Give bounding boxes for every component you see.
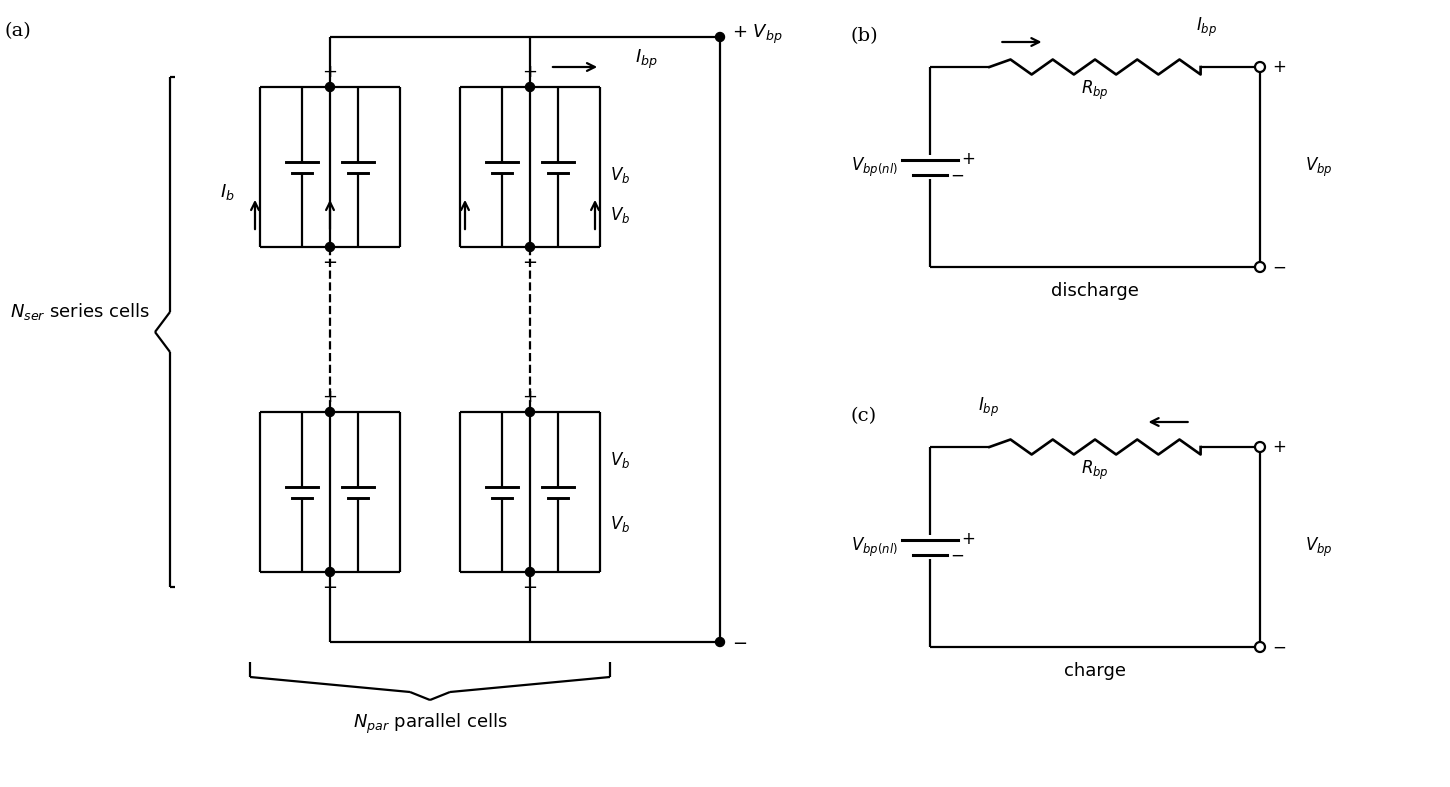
Text: (b): (b) xyxy=(850,27,877,45)
Text: $-$: $-$ xyxy=(732,633,747,651)
Text: $-$: $-$ xyxy=(522,577,538,595)
Text: $I_b$: $I_b$ xyxy=(220,182,235,202)
Circle shape xyxy=(1256,262,1264,272)
Circle shape xyxy=(325,83,335,91)
Circle shape xyxy=(325,242,335,252)
Text: $+$: $+$ xyxy=(522,388,538,406)
Text: $R_{bp}$: $R_{bp}$ xyxy=(1082,459,1109,482)
Circle shape xyxy=(715,637,725,646)
Text: $-$: $-$ xyxy=(322,577,338,595)
Text: $+$: $+$ xyxy=(961,530,974,549)
Text: $I_{bp}$: $I_{bp}$ xyxy=(635,47,658,71)
Circle shape xyxy=(525,567,535,577)
Text: $V_b$: $V_b$ xyxy=(610,165,631,185)
Text: charge: charge xyxy=(1064,662,1127,680)
Text: $-$: $-$ xyxy=(950,165,964,183)
Text: $+$: $+$ xyxy=(961,150,974,168)
Text: $+$: $+$ xyxy=(1272,438,1286,456)
Circle shape xyxy=(525,83,535,91)
Circle shape xyxy=(715,32,725,42)
Circle shape xyxy=(525,408,535,416)
Text: $V_{bp(nl)}$: $V_{bp(nl)}$ xyxy=(851,535,898,559)
Text: $N_{par}$ parallel cells: $N_{par}$ parallel cells xyxy=(352,712,507,736)
Text: $-$: $-$ xyxy=(1272,258,1286,276)
Circle shape xyxy=(1256,442,1264,452)
Text: $+$: $+$ xyxy=(322,63,338,81)
Text: $-$: $-$ xyxy=(1272,638,1286,656)
Circle shape xyxy=(325,567,335,577)
Text: $-$: $-$ xyxy=(522,252,538,270)
Text: $+\ V_{bp}$: $+\ V_{bp}$ xyxy=(732,22,783,46)
Text: $+$: $+$ xyxy=(322,388,338,406)
Text: $-$: $-$ xyxy=(950,545,964,563)
Circle shape xyxy=(1256,62,1264,72)
Text: $-$: $-$ xyxy=(322,252,338,270)
Text: $V_{bp}$: $V_{bp}$ xyxy=(1305,155,1333,179)
Text: $V_b$: $V_b$ xyxy=(610,450,631,470)
Text: $N_{ser}$ series cells: $N_{ser}$ series cells xyxy=(10,301,149,323)
Circle shape xyxy=(1256,642,1264,652)
Text: $V_{bp(nl)}$: $V_{bp(nl)}$ xyxy=(851,155,898,179)
Text: (c): (c) xyxy=(850,407,876,425)
Text: (a): (a) xyxy=(4,22,32,40)
Text: $+$: $+$ xyxy=(1272,58,1286,76)
Text: $I_{bp}$: $I_{bp}$ xyxy=(979,396,999,419)
Text: $V_b$: $V_b$ xyxy=(610,205,631,225)
Circle shape xyxy=(525,242,535,252)
Text: $R_{bp}$: $R_{bp}$ xyxy=(1082,79,1109,102)
Text: $I_{bp}$: $I_{bp}$ xyxy=(1196,16,1217,39)
Circle shape xyxy=(325,408,335,416)
Text: $+$: $+$ xyxy=(522,63,538,81)
Text: $V_{bp}$: $V_{bp}$ xyxy=(1305,535,1333,559)
Text: discharge: discharge xyxy=(1051,282,1138,300)
Text: $V_b$: $V_b$ xyxy=(610,514,631,534)
